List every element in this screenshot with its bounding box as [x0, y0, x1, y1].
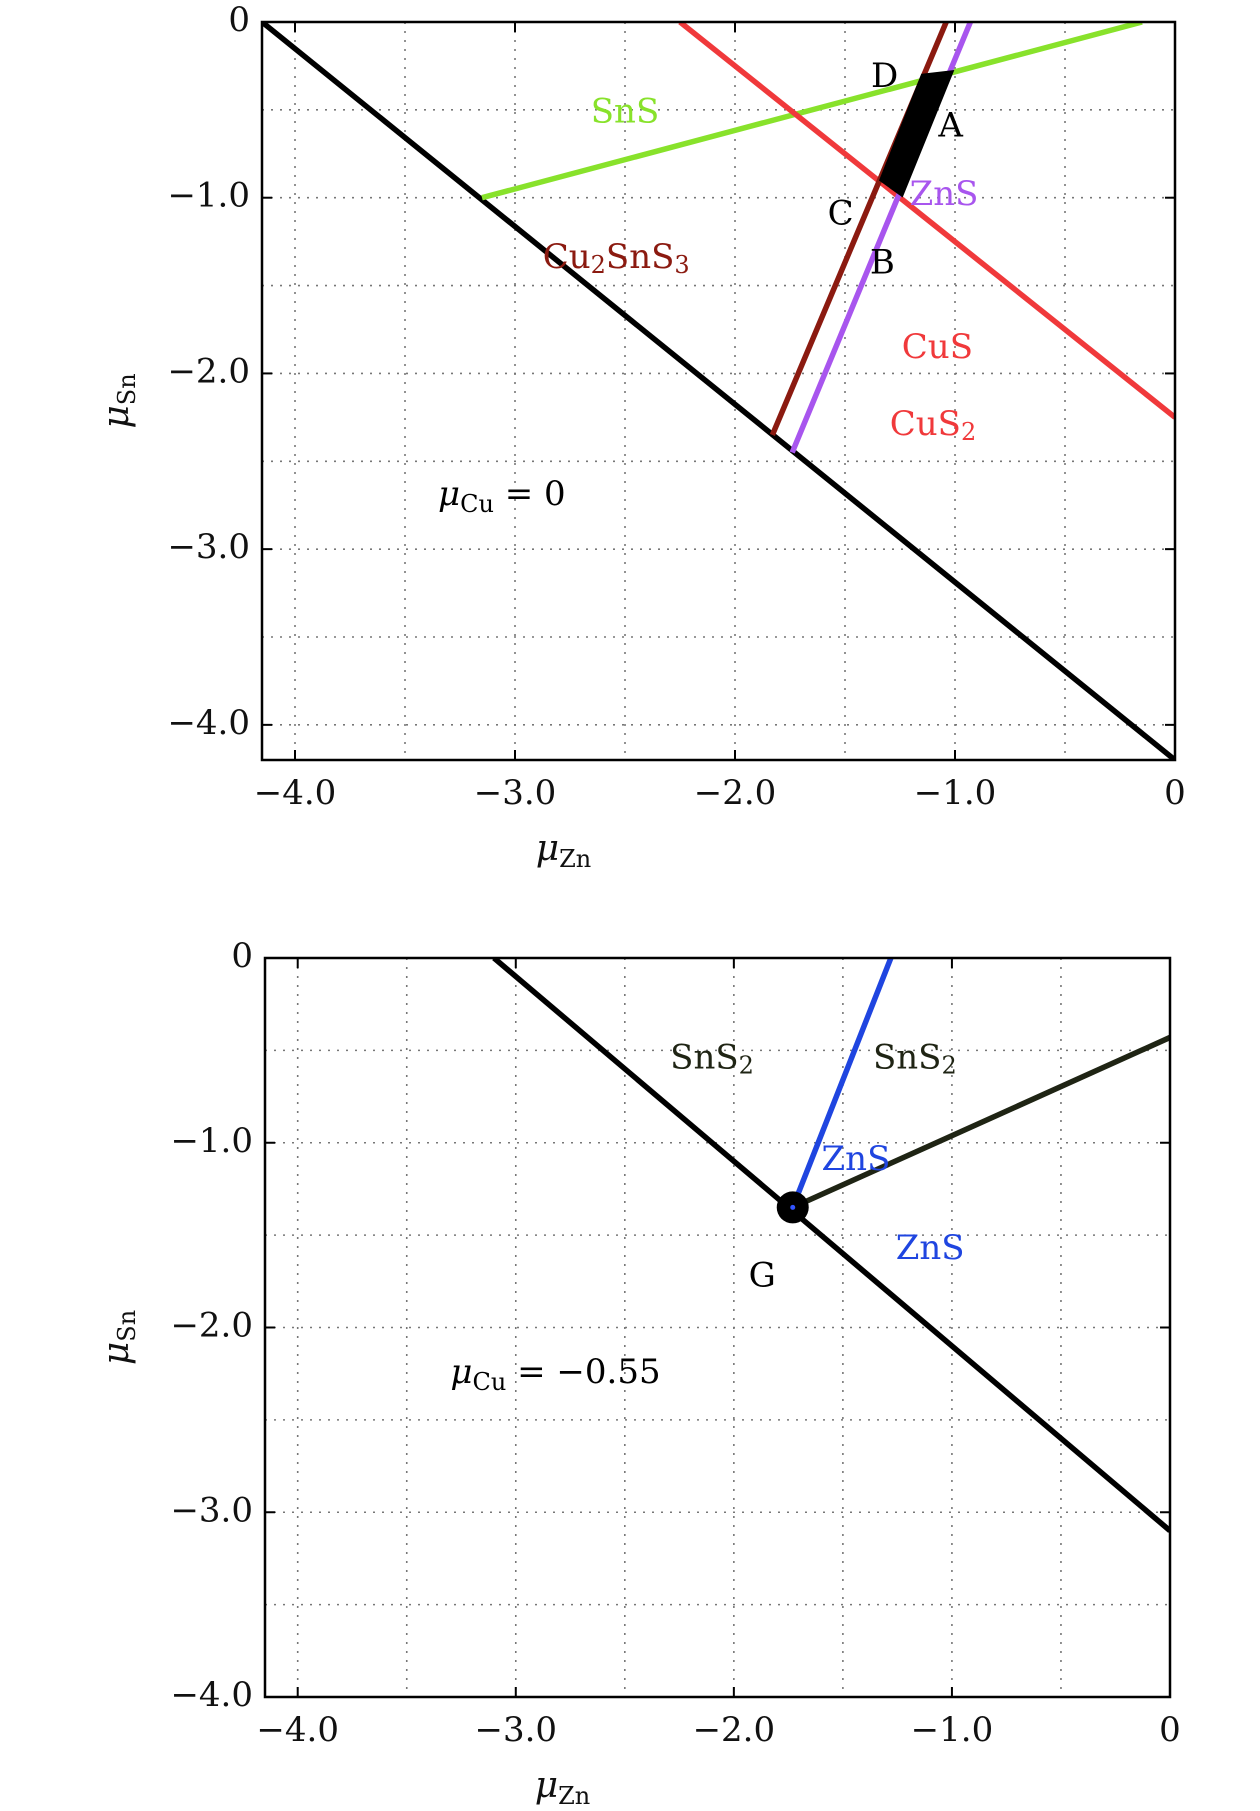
- x-tick-label: −1.0: [914, 773, 997, 813]
- x-tick-label: −2.0: [693, 1710, 776, 1750]
- chart-top-panel: −4.0 −3.0 −2.0 −1.0 0 0 −1.0 −2.0 −3.0 −4.0 μZn μSn…: [96, 0, 1186, 873]
- label-g: G: [749, 1256, 776, 1296]
- label-cus: CuS: [902, 327, 973, 367]
- point-g-center: [790, 1204, 796, 1210]
- series-line-sns2: [791, 1034, 1170, 1210]
- x-tick-label: 0: [1164, 773, 1186, 813]
- y-tick-label: −3.0: [170, 1490, 253, 1530]
- label-cu2sns3: Cu2SnS3: [543, 237, 690, 279]
- y-tick-label: −4.0: [170, 1675, 253, 1715]
- series-line-boundary: [492, 958, 1170, 1533]
- label-cus2: CuS2: [890, 404, 977, 446]
- label-a: A: [937, 105, 963, 145]
- label-sns: SnS: [591, 91, 659, 131]
- y-tick-label: 0: [228, 0, 250, 40]
- label-sns2: SnS2: [670, 1038, 754, 1080]
- mu-cu-annotation: μCu = −0.55: [450, 1352, 660, 1396]
- x-tick-label: −3.0: [474, 773, 557, 813]
- y-tick-label: −2.0: [167, 351, 250, 391]
- stable-region: [878, 70, 955, 198]
- y-tick-label: −1.0: [167, 176, 250, 216]
- mu-cu-annotation: μCu = 0: [438, 474, 566, 518]
- series-line-sns: [481, 22, 1143, 201]
- label-c: C: [828, 193, 854, 233]
- chart-bottom-panel: −4.0 −3.0 −2.0 −1.0 0 0 −1.0 −2.0 −3.0 −4.0 μZn μSn…: [96, 936, 1181, 1810]
- series-line-boundary: [262, 22, 1175, 760]
- y-tick-label: −2.0: [170, 1306, 253, 1346]
- series-line-zns: [790, 958, 894, 1209]
- x-axis-label: μZn: [535, 1765, 591, 1810]
- x-tick-label: −1.0: [911, 1710, 994, 1750]
- x-tick-label: −3.0: [475, 1710, 558, 1750]
- y-tick-label: −1.0: [170, 1121, 253, 1161]
- label-b: B: [870, 242, 895, 282]
- x-tick-label: −4.0: [254, 773, 337, 813]
- y-axis-label: μSn: [96, 373, 141, 428]
- x-tick-label: −2.0: [694, 773, 777, 813]
- plot-frame: [260, 20, 1177, 762]
- y-tick-label: −4.0: [167, 703, 250, 743]
- label-zns: ZnS: [822, 1139, 891, 1179]
- x-axis-label: μZn: [536, 828, 592, 873]
- x-tick-label: −4.0: [256, 1710, 339, 1750]
- label-zns: ZnS: [910, 174, 979, 214]
- label-zns: ZnS: [896, 1228, 965, 1268]
- label-sns2: SnS2: [873, 1038, 957, 1080]
- y-axis-label: μSn: [96, 1310, 141, 1365]
- x-tick-label: 0: [1159, 1710, 1181, 1750]
- series-line-cus: [678, 22, 1175, 420]
- y-tick-label: 0: [231, 936, 253, 976]
- y-tick-label: −3.0: [167, 527, 250, 567]
- label-d: D: [871, 56, 898, 96]
